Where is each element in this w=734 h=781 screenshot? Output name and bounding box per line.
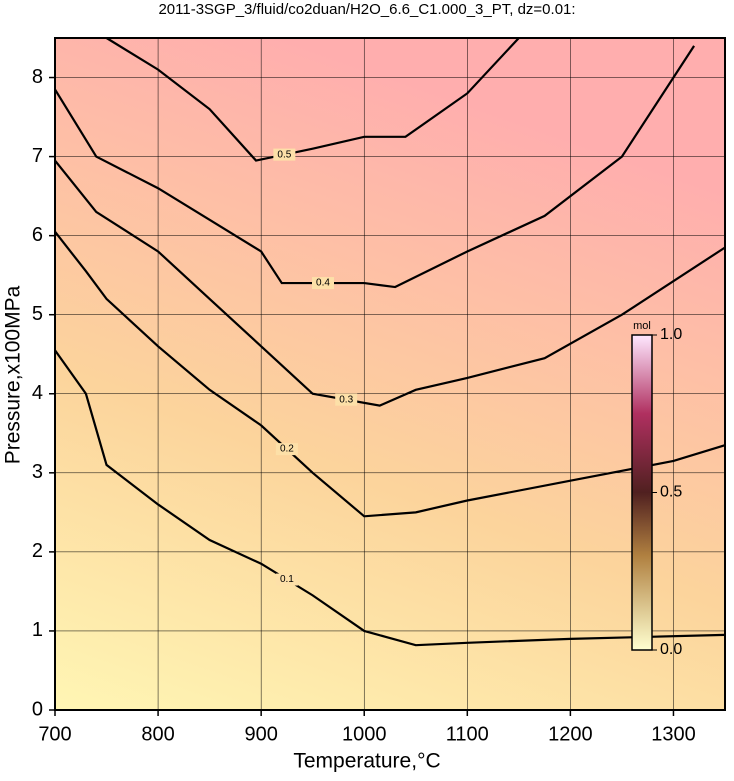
contour-label: 0.1: [280, 574, 294, 585]
y-tick-label: 4: [32, 382, 43, 404]
colorbar-label: mol: [633, 320, 651, 332]
contour-label: 0.2: [280, 444, 294, 455]
contour-label-bg: [275, 443, 298, 456]
x-tick-label: 1100: [446, 723, 489, 745]
colorbar-tick-label: 0.5: [660, 484, 682, 501]
x-axis-label: Temperature,°C: [293, 750, 440, 773]
x-tick-label: 700: [38, 723, 71, 745]
y-tick-label: 3: [32, 461, 43, 483]
plot-background: [55, 38, 725, 710]
contour-label-bg: [335, 393, 358, 406]
x-tick-label: 800: [141, 723, 174, 745]
y-tick-label: 8: [32, 66, 43, 88]
y-tick-label: 6: [32, 224, 43, 246]
y-tick-label: 0: [32, 698, 43, 720]
y-tick-label: 7: [32, 145, 43, 167]
colorbar-tick-label: 0.0: [660, 641, 682, 658]
contour-label-bg: [275, 573, 298, 586]
plot-frame: [54, 37, 726, 711]
contour-label: 0.3: [339, 394, 353, 405]
colorbar-tick-label: 1.0: [660, 326, 682, 343]
chart-title: 2011-3SGP_3/fluid/co2duan/H2O_6.6_C1.000…: [158, 1, 575, 18]
contour-label: 0.5: [277, 149, 291, 160]
colorbar: [631, 334, 653, 651]
y-tick-label: 2: [32, 540, 43, 562]
contour-line: [54, 231, 726, 518]
contour-label-bg: [312, 277, 334, 290]
y-tick-label: 1: [32, 619, 43, 641]
contour-label-bg: [273, 148, 296, 161]
x-tick-label: 1000: [342, 723, 387, 745]
x-tick-label: 1300: [651, 723, 696, 745]
y-tick-label: 5: [32, 303, 43, 325]
x-tick-label: 1200: [548, 723, 593, 745]
x-tick-label: 900: [244, 723, 277, 745]
y-axis-label: Pressure,x100MPa: [2, 285, 25, 464]
contour-label: 0.4: [316, 278, 330, 289]
contour-line: [105, 37, 520, 162]
